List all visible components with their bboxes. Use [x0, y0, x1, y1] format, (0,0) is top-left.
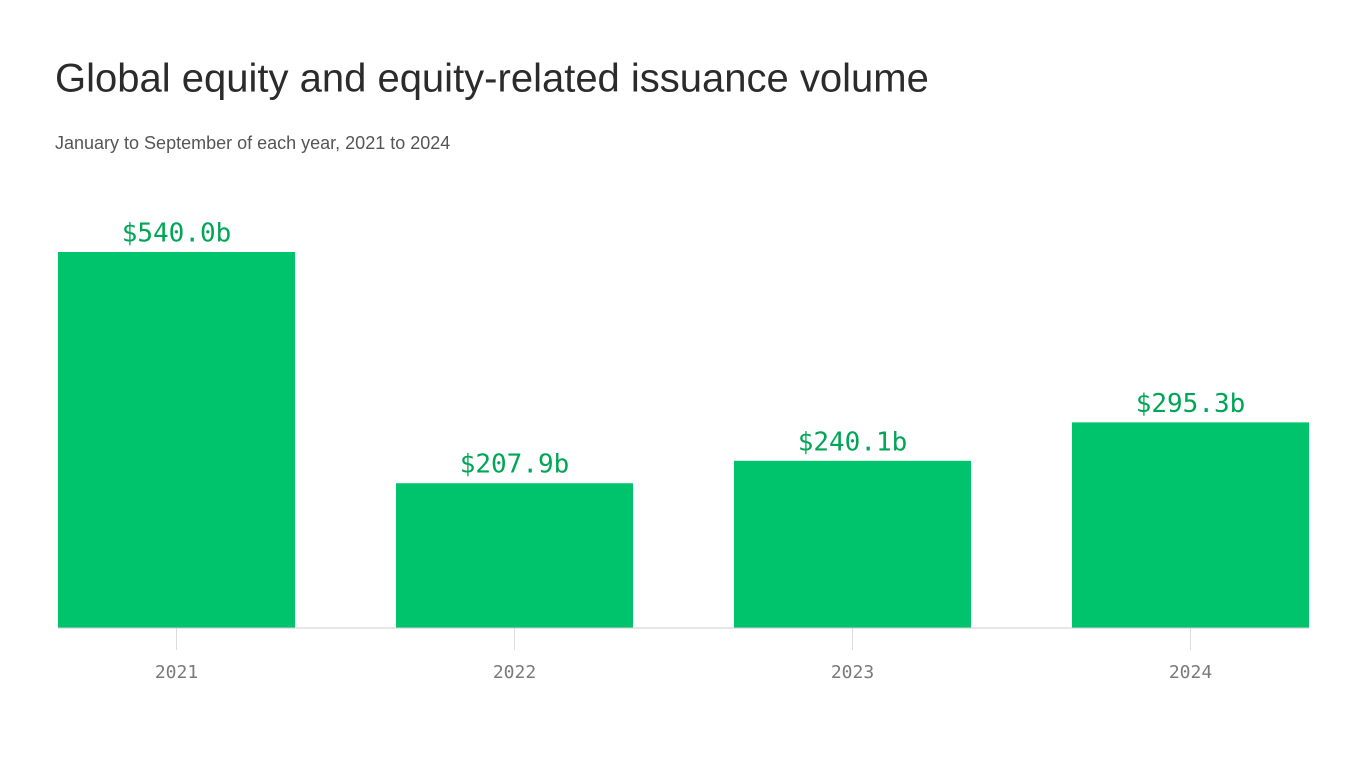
chart-title: Global equity and equity-related issuanc… [55, 57, 929, 101]
value-label: $207.9b [460, 450, 570, 480]
value-label: $240.1b [798, 427, 908, 457]
bar [734, 460, 971, 628]
bar [396, 483, 633, 628]
bar [1072, 422, 1309, 628]
x-tick-label: 2021 [155, 662, 198, 683]
x-tick-label: 2023 [831, 662, 874, 683]
chart-subtitle: January to September of each year, 2021 … [55, 133, 450, 153]
bar [58, 252, 295, 628]
x-tick-label: 2022 [493, 662, 536, 683]
value-label: $540.0b [122, 219, 232, 249]
value-label: $295.3b [1136, 389, 1246, 419]
x-tick-label: 2024 [1169, 662, 1212, 683]
